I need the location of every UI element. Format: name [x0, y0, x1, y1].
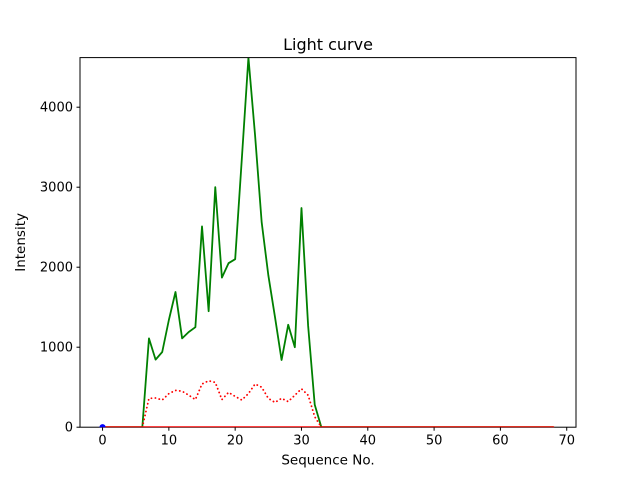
plot-series — [101, 57, 555, 428]
y-axis-label: Intensity — [13, 213, 29, 272]
chart-title: Light curve — [283, 35, 373, 54]
y-tick-label: 0 — [65, 421, 73, 436]
y-tick-label: 2000 — [40, 261, 73, 276]
y-tick-label: 3000 — [40, 181, 73, 196]
overlay-series — [99, 424, 555, 428]
plot-area — [80, 57, 576, 428]
x-tick-label: 70 — [558, 434, 575, 449]
green-curve — [101, 57, 555, 428]
x-tick-label: 50 — [426, 434, 443, 449]
x-tick-label: 0 — [98, 434, 106, 449]
x-tick-label: 40 — [360, 434, 377, 449]
x-tick-label: 10 — [161, 434, 178, 449]
x-tick-label: 60 — [492, 434, 509, 449]
blue-point — [99, 424, 106, 428]
x-tick-label: 30 — [293, 434, 310, 449]
axis-ticks: 0 10 20 30 40 50 60 70 0 1000 2000 3000 4000 — [40, 101, 575, 449]
x-axis-label: Sequence No. — [281, 453, 374, 469]
x-tick-label: 20 — [227, 434, 244, 449]
y-tick-label: 1000 — [40, 341, 73, 356]
y-tick-label: 4000 — [40, 101, 73, 116]
red-dotted-curve — [141, 379, 323, 428]
